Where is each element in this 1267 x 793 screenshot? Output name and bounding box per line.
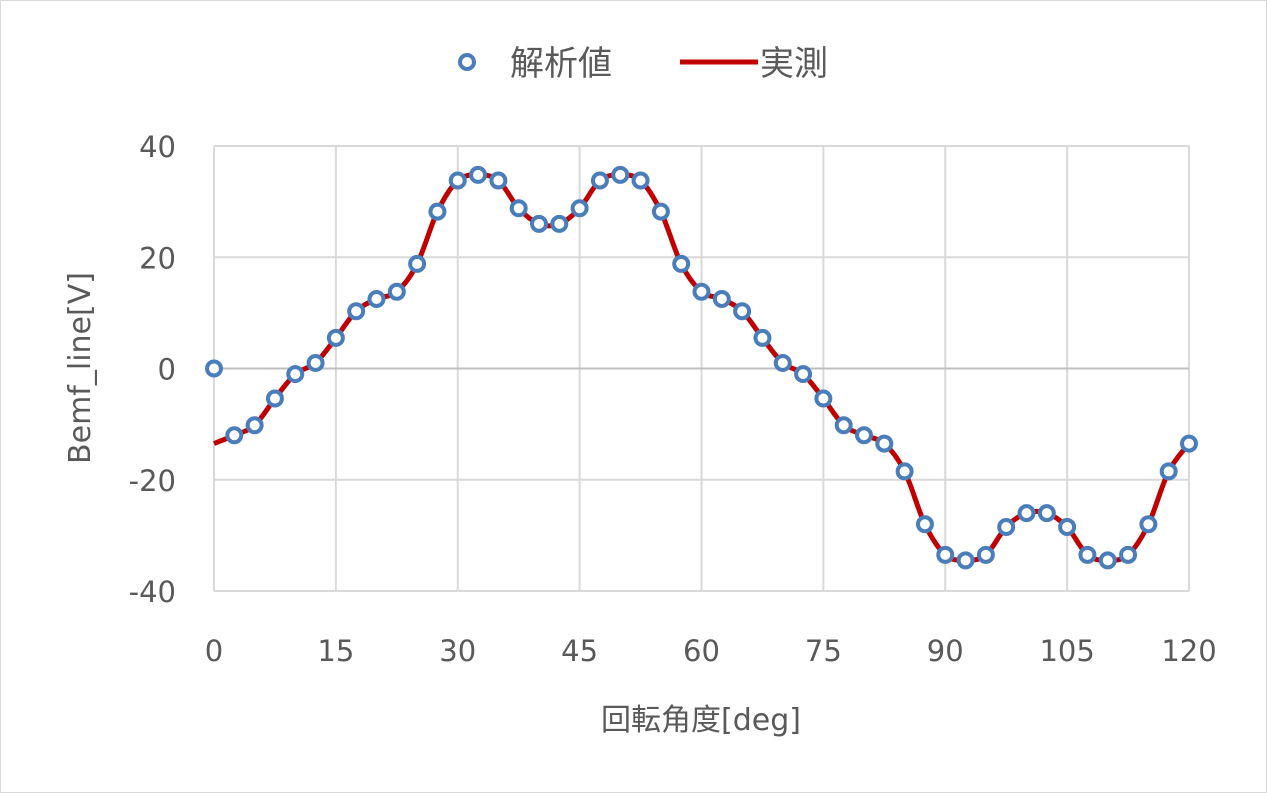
data-point-analysis: [733, 302, 752, 321]
data-point-analysis: [448, 171, 467, 190]
x-tick-label: 120: [1161, 634, 1216, 668]
data-point-analysis: [976, 545, 995, 564]
data-point-analysis: [428, 202, 447, 221]
data-point-analysis: [895, 462, 914, 481]
data-point-analysis: [326, 328, 345, 347]
data-point-analysis: [1037, 504, 1056, 523]
tick-layer: 0 15 30 45 60 75 90 105 120 40 20 0 -20 -40: [129, 130, 1217, 668]
x-tick-label: 105: [1039, 634, 1094, 668]
data-point-analysis: [956, 551, 975, 570]
legend: 解析値 実測: [458, 44, 828, 84]
x-tick-label: 15: [317, 634, 354, 668]
x-tick-label: 90: [927, 634, 964, 668]
data-point-analysis: [530, 214, 548, 233]
data-point-analysis: [915, 515, 934, 534]
data-point-analysis: [814, 389, 833, 408]
data-point-analysis: [1098, 551, 1117, 570]
x-axis-title: 回転角度[deg]: [601, 703, 801, 738]
data-point-analysis: [1078, 545, 1097, 564]
y-axis-title: Bemf_line[V]: [63, 272, 98, 464]
data-point-analysis: [306, 353, 325, 372]
data-point-analysis: [205, 359, 223, 378]
data-point-analysis: [367, 289, 386, 308]
data-point-analysis: [773, 353, 792, 372]
data-point-analysis: [387, 282, 406, 301]
grid-layer: [213, 145, 1190, 592]
data-point-analysis: [997, 518, 1016, 537]
x-tick-label: 60: [683, 634, 720, 668]
data-point-analysis: [753, 328, 772, 347]
data-point-analysis: [469, 165, 488, 184]
data-point-analysis: [225, 426, 244, 445]
data-point-analysis: [692, 282, 711, 301]
data-point-analysis: [936, 545, 955, 564]
y-tick-label: 0: [158, 353, 176, 387]
series-layer: [205, 165, 1198, 570]
data-point-analysis: [875, 434, 894, 453]
data-point-analysis: [489, 171, 508, 190]
data-point-analysis: [651, 202, 670, 221]
data-point-analysis: [408, 254, 427, 273]
data-point-analysis: [509, 199, 528, 218]
data-point-analysis: [631, 171, 650, 190]
data-point-analysis: [347, 302, 366, 321]
data-point-analysis: [550, 214, 569, 233]
data-point-analysis: [794, 365, 813, 384]
data-point-analysis: [712, 289, 731, 308]
data-point-analysis: [265, 389, 284, 408]
data-point-analysis: [1159, 462, 1178, 481]
data-point-analysis: [1180, 434, 1198, 453]
x-tick-label: 45: [561, 634, 598, 668]
data-point-analysis: [855, 426, 873, 445]
data-point-analysis: [245, 416, 264, 435]
data-point-analysis: [672, 254, 691, 273]
x-tick-label: 75: [805, 634, 842, 668]
data-point-analysis: [1119, 545, 1138, 564]
data-point-analysis: [286, 365, 305, 384]
data-point-analysis: [570, 199, 589, 218]
y-tick-label: 20: [139, 241, 176, 275]
data-point-analysis: [1017, 504, 1036, 523]
data-point-analysis: [834, 416, 853, 435]
data-point-analysis: [1139, 515, 1158, 534]
legend-marker-analysis: [458, 53, 476, 71]
x-tick-label: 0: [205, 634, 223, 668]
x-tick-label: 30: [439, 634, 476, 668]
y-tick-label: -40: [129, 575, 176, 609]
data-point-analysis: [611, 165, 630, 184]
data-point-analysis: [1058, 518, 1077, 537]
legend-label-analysis: 解析値: [510, 44, 612, 84]
y-tick-label: 40: [139, 130, 176, 164]
legend-label-measured: 実測: [760, 44, 828, 84]
data-point-analysis: [590, 171, 609, 190]
y-tick-label: -20: [129, 464, 176, 498]
